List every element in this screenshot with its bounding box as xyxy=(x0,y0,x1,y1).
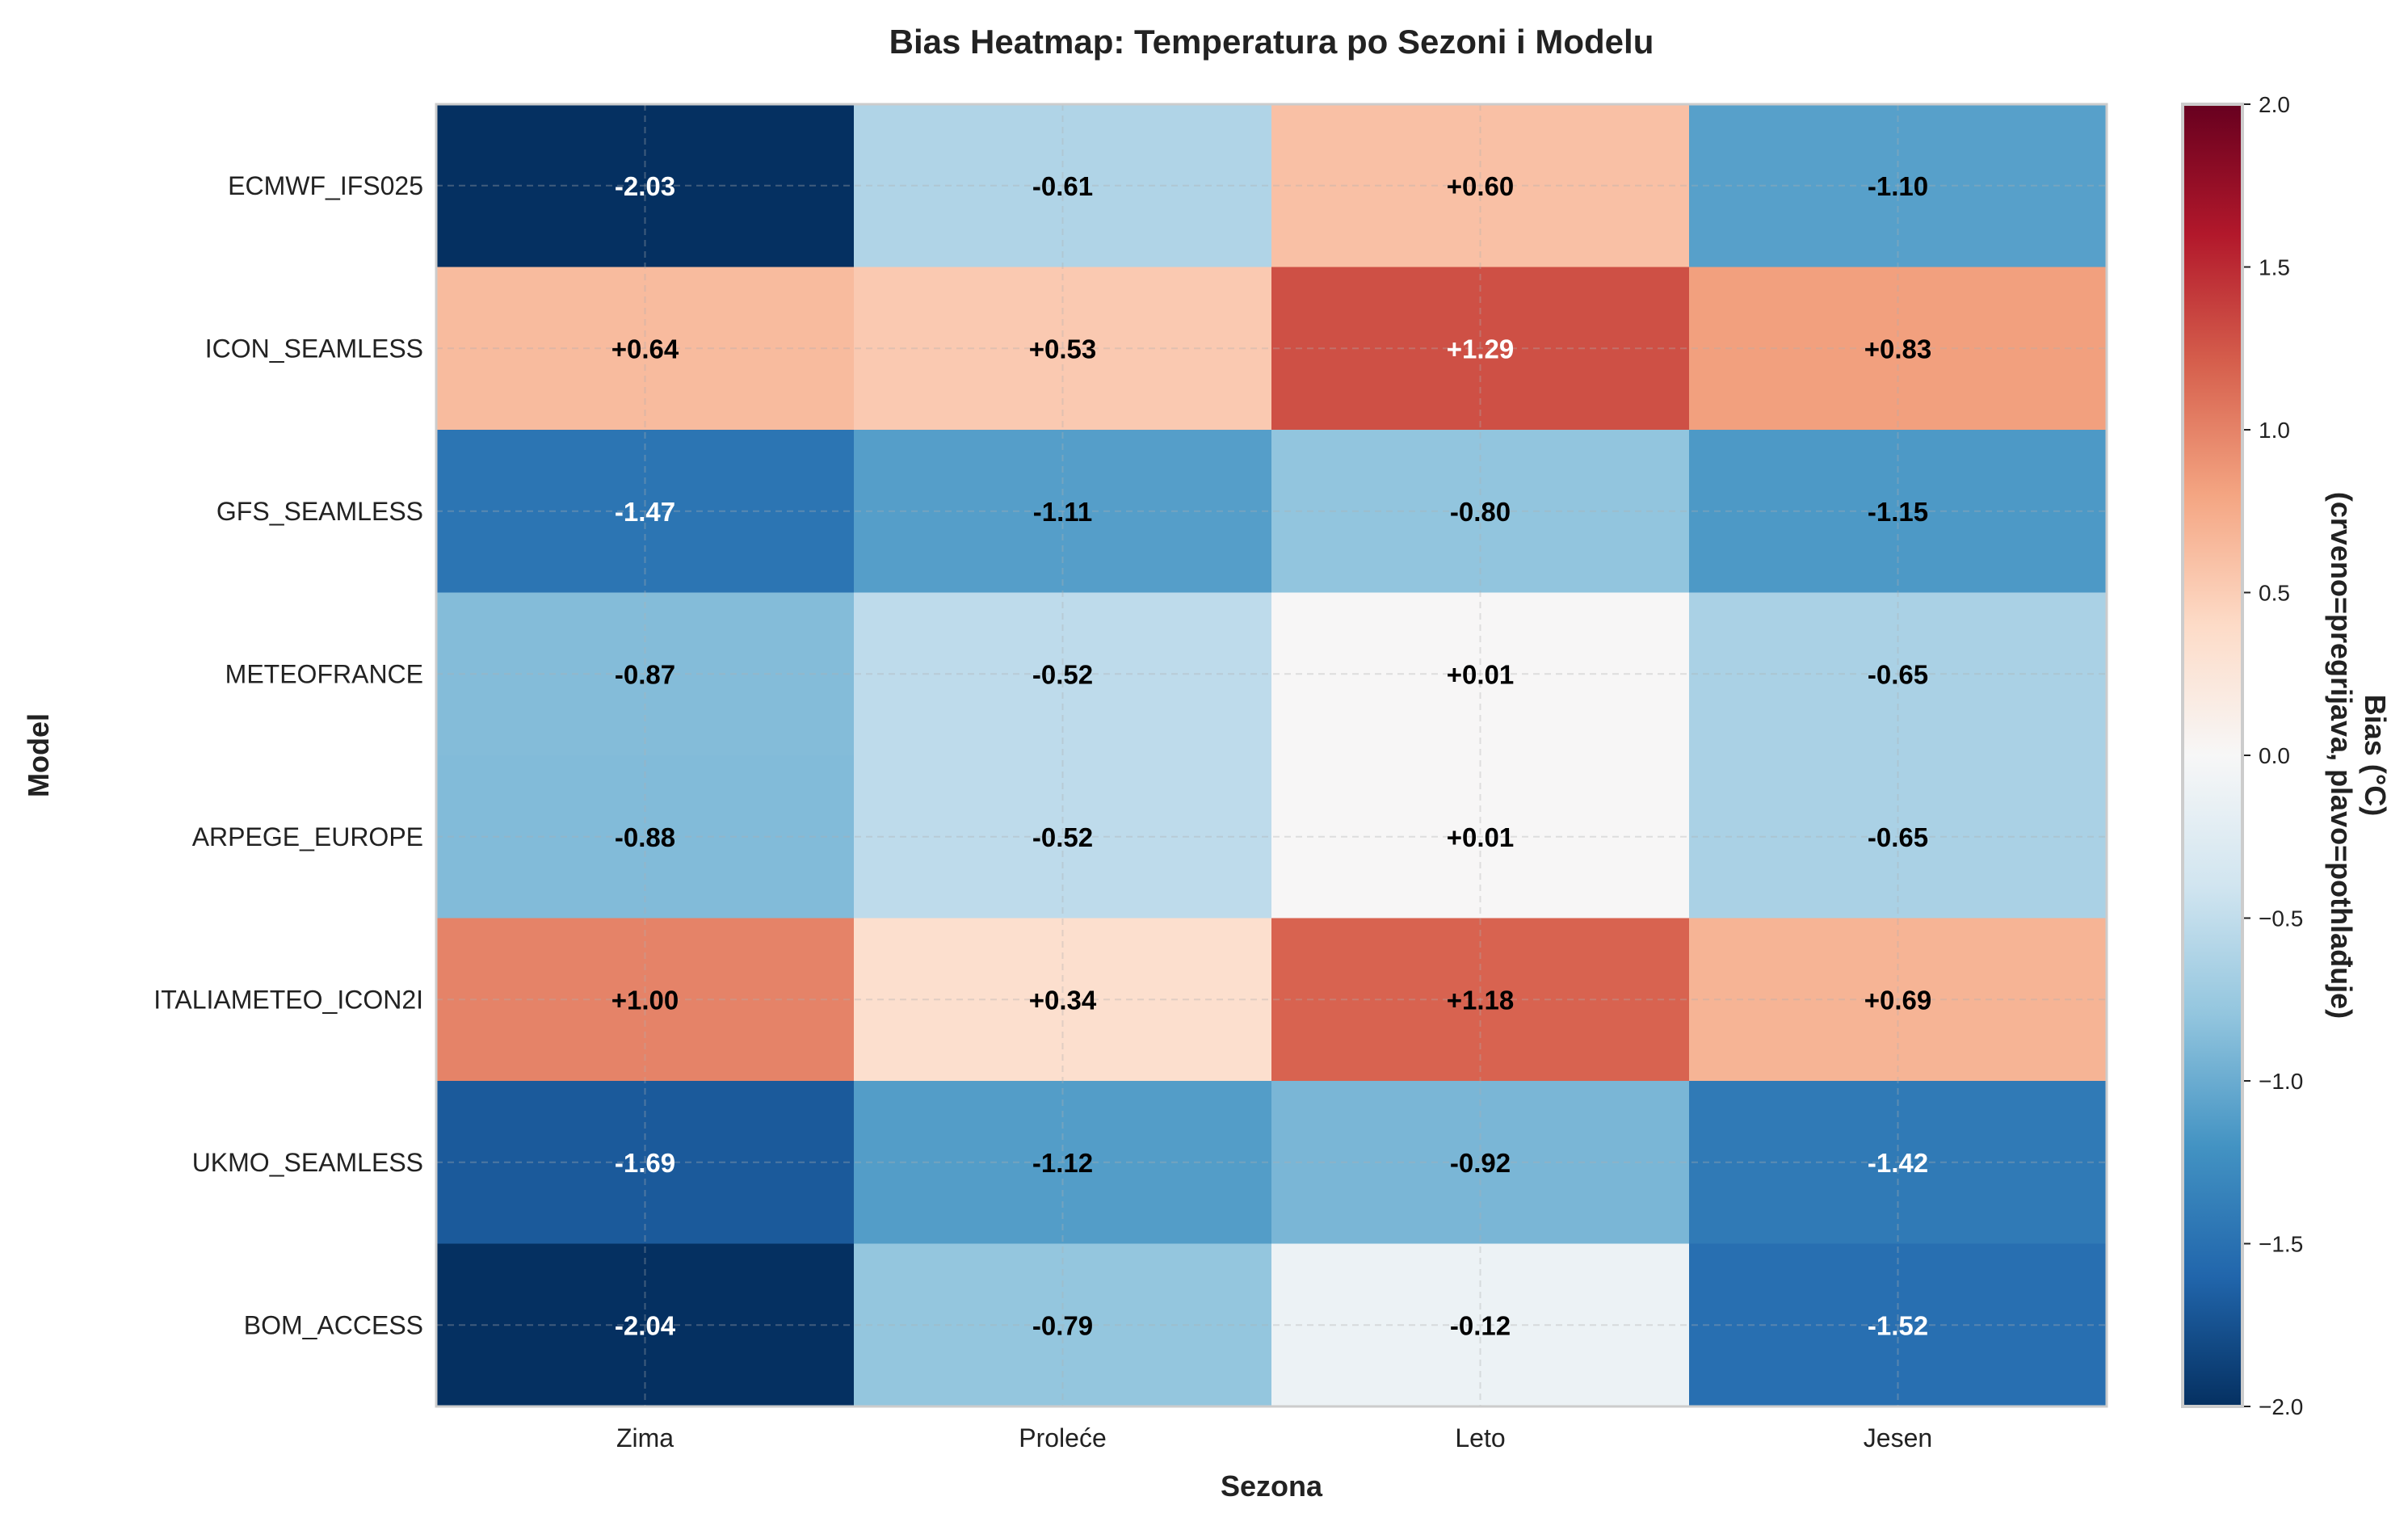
cell-value-label: +1.29 xyxy=(1447,334,1515,364)
y-tick-label: ITALIAMETEO_ICON2I xyxy=(153,985,423,1014)
cell-value-label: -0.52 xyxy=(1032,822,1093,852)
x-tick-label: Proleće xyxy=(1019,1423,1107,1452)
heatmap-cell xyxy=(1271,755,1690,919)
colorbar-tick-label: 1.0 xyxy=(2259,418,2290,443)
y-tick-label: ARPEGE_EUROPE xyxy=(192,822,423,851)
heatmap-cell xyxy=(436,918,855,1082)
heatmap-cell xyxy=(854,1243,1272,1407)
x-tick-label: Jesen xyxy=(1864,1423,1932,1452)
cell-value-label: +0.69 xyxy=(1864,985,1932,1015)
colorbar-tick-label: 0.0 xyxy=(2259,743,2290,768)
heatmap-cell xyxy=(1271,430,1690,593)
heatmap-cell xyxy=(1271,1081,1690,1244)
heatmap-cell xyxy=(436,430,855,593)
heatmap-cell xyxy=(1689,918,2108,1082)
chart-title: Bias Heatmap: Temperatura po Sezoni i Mo… xyxy=(889,23,1654,61)
cell-value-label: -0.65 xyxy=(1868,659,1928,689)
heatmap-cell xyxy=(854,1081,1272,1244)
heatmap-cell xyxy=(1689,267,2108,431)
y-tick-label: BOM_ACCESS xyxy=(244,1310,423,1339)
heatmap-cell xyxy=(436,1243,855,1407)
colorbar-tick-label: −1.5 xyxy=(2259,1232,2303,1257)
heatmap-cell xyxy=(854,755,1272,919)
y-axis-label: Model xyxy=(22,713,55,797)
y-tick-label: METEOFRANCE xyxy=(225,659,423,688)
heatmap-cell xyxy=(1689,1243,2108,1407)
heatmap-cell xyxy=(1271,1243,1690,1407)
heatmap-cell xyxy=(1271,592,1690,756)
heatmap-cells xyxy=(436,104,2108,1407)
colorbar-ticks: 2.0 1.5 1.0 0.5 0.0 −0.5 −1.0 −1.5 −2.0 xyxy=(2244,92,2303,1419)
cell-value-label: -0.52 xyxy=(1032,659,1093,689)
cell-value-label: -1.11 xyxy=(1033,497,1092,527)
cell-labels: -2.03 -0.61 +0.60 -1.10 +0.64 +0.53 +1.29 +0.83… xyxy=(611,171,1932,1341)
cell-value-label: +0.53 xyxy=(1029,334,1097,364)
heatmap-cell xyxy=(436,1081,855,1244)
heatmap-cell xyxy=(436,104,855,267)
cell-value-label: -0.92 xyxy=(1450,1148,1511,1178)
cell-value-label: +0.34 xyxy=(1029,985,1097,1015)
x-axis-label: Sezona xyxy=(1221,1469,1323,1503)
colorbar-tick-label: −0.5 xyxy=(2259,906,2303,931)
colorbar-tick-label: 2.0 xyxy=(2259,92,2290,117)
grid-lines xyxy=(436,104,2107,1406)
x-tick-label: Zima xyxy=(616,1423,674,1452)
cell-value-label: -0.87 xyxy=(615,659,675,689)
cell-value-label: -1.69 xyxy=(615,1148,675,1178)
heatmap-cell xyxy=(436,267,855,431)
heatmap-cell xyxy=(1271,104,1690,267)
colorbar-tick-label: 1.5 xyxy=(2259,255,2290,280)
cell-value-label: +0.64 xyxy=(611,334,679,364)
heatmap-cell xyxy=(1689,1081,2108,1244)
cell-value-label: +1.00 xyxy=(611,985,679,1015)
heatmap-cell xyxy=(1689,104,2108,267)
heatmap-cell xyxy=(854,592,1272,756)
cell-value-label: +0.01 xyxy=(1447,822,1515,852)
heatmap-cell xyxy=(436,755,855,919)
colorbar-label-line1: Bias (°C) xyxy=(2359,695,2392,816)
plot-frame xyxy=(435,103,2108,1408)
cell-value-label: -1.47 xyxy=(615,497,675,527)
colorbar xyxy=(2181,103,2244,1408)
y-tick-label: UKMO_SEAMLESS xyxy=(192,1148,423,1177)
colorbar-tick-label: −1.0 xyxy=(2259,1069,2303,1094)
cell-value-label: -1.10 xyxy=(1868,171,1928,201)
heatmap-cell xyxy=(854,918,1272,1082)
heatmap-cell xyxy=(854,430,1272,593)
colorbar-tick-label: −2.0 xyxy=(2259,1394,2303,1419)
cell-value-label: -2.03 xyxy=(615,171,675,201)
cell-value-label: -0.61 xyxy=(1032,171,1093,201)
heatmap-cell xyxy=(1271,918,1690,1082)
cell-value-label: -1.12 xyxy=(1032,1148,1093,1178)
y-tick-labels: ECMWF_IFS025 ICON_SEAMLESS GFS_SEAMLESS MET… xyxy=(153,171,423,1340)
colorbar-label-line2: (crveno=pregrijava, plavo=pothlađuje) xyxy=(2325,492,2358,1019)
y-tick-label: ECMWF_IFS025 xyxy=(228,171,423,200)
cell-value-label: -0.12 xyxy=(1450,1310,1511,1340)
cell-value-label: -0.80 xyxy=(1450,497,1511,527)
heatmap-cell xyxy=(854,104,1272,267)
cell-value-label: -0.65 xyxy=(1868,822,1928,852)
cell-value-label: -2.04 xyxy=(615,1310,676,1340)
cell-value-label: -1.52 xyxy=(1868,1310,1928,1340)
y-tick-label: ICON_SEAMLESS xyxy=(205,334,423,363)
cell-value-label: -1.42 xyxy=(1868,1148,1928,1178)
heatmap-cell xyxy=(1689,755,2108,919)
cell-value-label: +0.01 xyxy=(1447,659,1515,689)
heatmap-cell xyxy=(1689,592,2108,756)
heatmap-cell xyxy=(436,592,855,756)
x-tick-label: Leto xyxy=(1455,1423,1505,1452)
heatmap-cell xyxy=(854,267,1272,431)
colorbar-tick-label: 0.5 xyxy=(2259,581,2290,606)
cell-value-label: +0.83 xyxy=(1864,334,1932,364)
heatmap-cell xyxy=(1271,267,1690,431)
cell-value-label: +0.60 xyxy=(1447,171,1515,201)
cell-value-label: -0.88 xyxy=(615,822,675,852)
cell-value-label: -1.15 xyxy=(1868,497,1928,527)
heatmap-cell xyxy=(1689,430,2108,593)
cell-value-label: +1.18 xyxy=(1447,985,1515,1015)
cell-value-label: -0.79 xyxy=(1032,1310,1093,1340)
x-tick-labels: Zima Proleće Leto Jesen xyxy=(616,1423,1932,1452)
y-tick-label: GFS_SEAMLESS xyxy=(216,497,423,526)
